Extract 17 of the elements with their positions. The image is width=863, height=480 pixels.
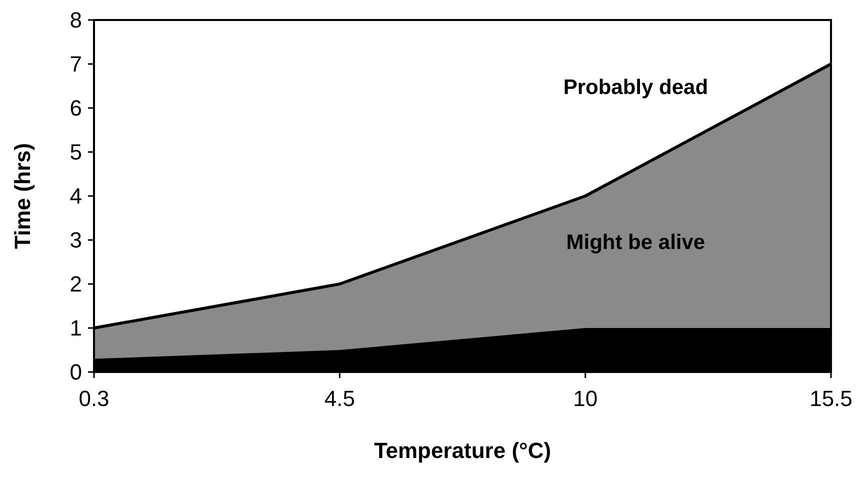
x-tick-label: 0.3	[78, 386, 110, 411]
y-tick-label: 7	[70, 52, 82, 77]
x-tick-label: 4.5	[324, 386, 355, 411]
y-tick-label: 6	[70, 96, 82, 121]
y-tick-label: 3	[70, 228, 82, 253]
x-tick-label: 15.5	[810, 386, 852, 411]
y-tick-label: 2	[70, 272, 82, 297]
y-tick-label: 8	[70, 8, 82, 33]
y-tick-label: 0	[70, 360, 82, 385]
y-tick-label: 4	[70, 184, 82, 209]
x-tick-label: 10	[573, 386, 598, 411]
annotation: Probably dead	[563, 76, 708, 99]
y-tick-label: 5	[70, 140, 82, 165]
x-axis-title: Temperature (°C)	[374, 438, 552, 463]
y-tick-label: 1	[70, 316, 82, 341]
annotation: Might be alive	[566, 230, 706, 254]
y-axis-title: Time (hrs)	[10, 143, 35, 249]
